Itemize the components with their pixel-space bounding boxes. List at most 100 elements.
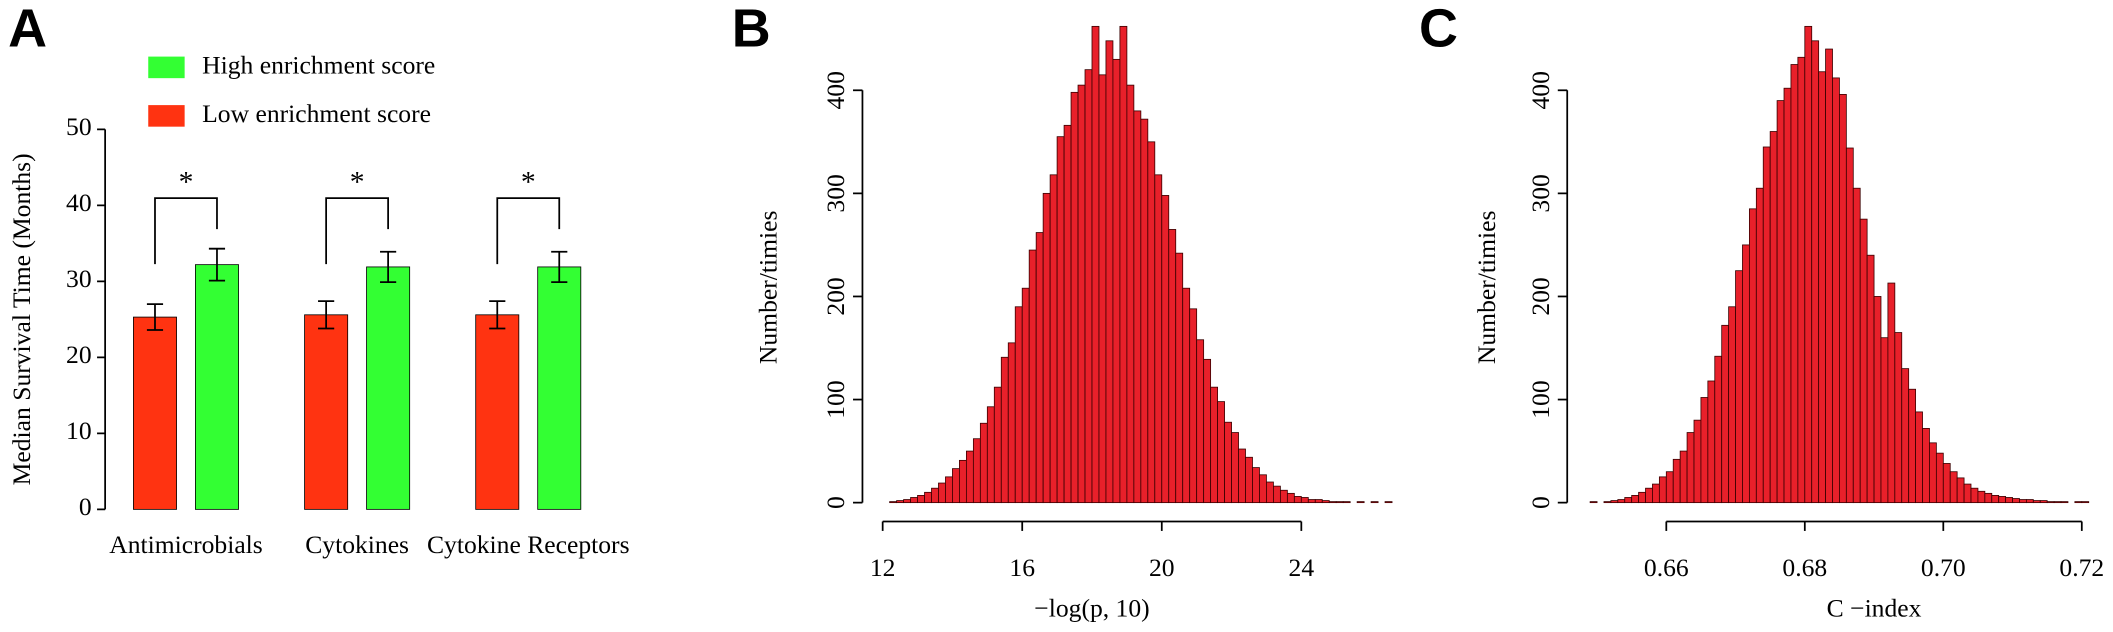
- histogram-bar: [2074, 501, 2083, 504]
- histogram-bar: [1126, 84, 1135, 504]
- panel-letter: A: [8, 0, 47, 59]
- histogram-bar: [1021, 287, 1030, 504]
- histogram-bar: [965, 450, 974, 504]
- histogram-bar: [1721, 324, 1730, 504]
- histogram-bar: [1631, 495, 1640, 504]
- histogram-bar: [1140, 118, 1149, 504]
- histogram-bar: [1196, 339, 1205, 504]
- histogram-bar: [1922, 428, 1930, 504]
- histogram-bar: [1321, 500, 1330, 504]
- y-tick-label: 400: [821, 71, 850, 109]
- histogram-bar: [1776, 100, 1785, 504]
- histogram-bar: [1748, 208, 1757, 504]
- panel-letter: C: [1419, 0, 1458, 59]
- histogram-bar: [993, 386, 1002, 504]
- x-tick-label: 12: [870, 553, 896, 582]
- histogram-bar: [1686, 432, 1695, 504]
- x-tick-label: 0.72: [2059, 553, 2104, 582]
- histogram-bar: [979, 422, 988, 504]
- histogram-bar: [1049, 174, 1058, 504]
- histogram-bar: [1755, 187, 1764, 504]
- histogram-bar: [1866, 254, 1875, 504]
- histogram-bar: [896, 500, 905, 504]
- histogram-bar: [1342, 501, 1351, 504]
- bar: [475, 314, 520, 510]
- histogram-bar: [2019, 499, 2027, 504]
- histogram-bar: [1175, 252, 1184, 504]
- histogram-bar: [1105, 40, 1114, 504]
- histogram-bar: [1224, 421, 1232, 504]
- histogram-bar: [1384, 501, 1393, 504]
- histogram-bar: [903, 499, 911, 504]
- y-tick-label: 50: [66, 112, 92, 141]
- histogram-bar: [1949, 471, 1958, 504]
- y-tick-label: 300: [821, 174, 850, 212]
- histogram-bar: [1970, 487, 1979, 504]
- histogram-bar: [1042, 192, 1051, 504]
- histogram-bar: [2012, 498, 2020, 504]
- histogram-bar: [1728, 306, 1736, 504]
- histogram-bar: [2032, 500, 2041, 504]
- histogram-bar: [1984, 492, 1993, 504]
- histogram-bar: [1880, 337, 1889, 504]
- histogram-bar: [1189, 308, 1198, 504]
- y-tick-label: 400: [1526, 71, 1555, 109]
- y-axis-label: Number/timies: [1472, 211, 1501, 365]
- histogram-bar: [1589, 501, 1598, 504]
- histogram-bar: [1063, 124, 1072, 504]
- histogram-bar: [1077, 84, 1086, 504]
- x-tick-label: Cytokines: [305, 530, 409, 559]
- histogram-bar: [1314, 499, 1323, 504]
- histogram-bar: [1293, 496, 1302, 504]
- histogram-bar: [2005, 497, 2013, 504]
- histogram-bar: [1873, 296, 1882, 504]
- y-axis-label: Median Survival Time (Months): [7, 153, 36, 485]
- histogram-bar: [945, 476, 953, 504]
- histogram-bar: [931, 487, 939, 504]
- bar: [304, 314, 349, 510]
- y-tick-label: 0: [79, 492, 92, 521]
- histogram-bar: [1797, 56, 1806, 504]
- y-tick-label: 200: [1526, 277, 1555, 315]
- histogram-bar: [972, 438, 981, 504]
- x-tick-label: 0.68: [1782, 553, 1827, 582]
- legend-swatch: [148, 56, 185, 79]
- histogram-bar: [1370, 501, 1379, 504]
- histogram-bar: [1901, 368, 1910, 504]
- legend-label: High enrichment score: [202, 50, 435, 79]
- histogram-bar: [1286, 492, 1295, 504]
- histogram-bar: [1963, 483, 1972, 504]
- histogram-bar: [1652, 483, 1660, 504]
- y-tick-label: 20: [66, 340, 92, 369]
- error-bar: [551, 250, 568, 284]
- histogram-bar: [1645, 487, 1653, 504]
- histogram-bar: [1977, 490, 1986, 504]
- histogram-bar: [1790, 64, 1799, 504]
- histogram-bar: [1679, 450, 1688, 504]
- histogram-bar: [986, 406, 995, 504]
- histogram-bar: [1603, 501, 1612, 504]
- histogram-bar: [910, 497, 918, 504]
- histogram-bar: [1859, 218, 1868, 504]
- histogram-bar: [1028, 249, 1037, 504]
- histogram-bar: [1279, 489, 1288, 504]
- y-axis-label: Number/timies: [754, 211, 783, 365]
- significance-bracket: [154, 197, 218, 265]
- histogram-bar: [1238, 448, 1246, 504]
- histogram-bar: [2039, 500, 2048, 504]
- error-bar: [380, 250, 397, 284]
- histogram-bar: [1658, 476, 1667, 504]
- histogram-bar: [1168, 229, 1177, 504]
- histogram-bar: [1112, 58, 1121, 504]
- histogram-bar: [1665, 471, 1674, 504]
- histogram-bar: [2025, 499, 2034, 504]
- histogram-bar: [1119, 25, 1128, 504]
- histogram-bar: [1714, 355, 1723, 504]
- error-bar: [489, 300, 506, 330]
- histogram-bar: [1991, 495, 2000, 504]
- histogram-bar: [1245, 456, 1253, 504]
- histogram-bar: [2046, 501, 2055, 504]
- histogram-bar: [1610, 500, 1619, 504]
- x-tick-label: 0.70: [1921, 553, 1966, 582]
